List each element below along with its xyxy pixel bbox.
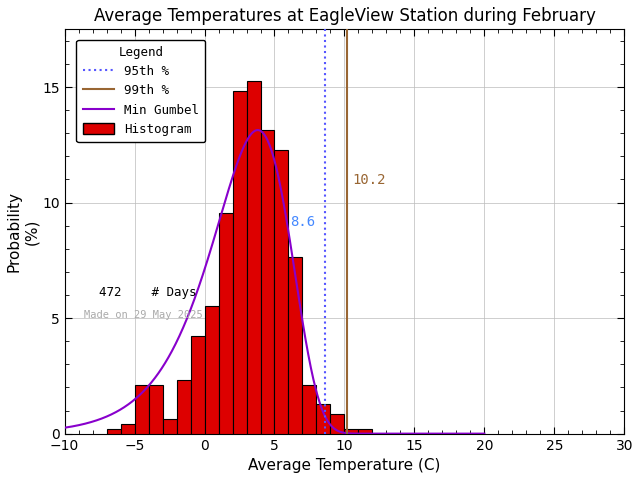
Bar (289, 257, 303, 433)
Text: 472    # Days: 472 # Days (84, 286, 196, 299)
Bar (191, 336, 205, 433)
Legend: 95th %, 99th %, Min Gumbel, Histogram: 95th %, 99th %, Min Gumbel, Histogram (76, 39, 205, 142)
Bar (177, 380, 191, 433)
Bar (120, 424, 134, 433)
Bar (134, 384, 148, 433)
Bar (358, 429, 372, 433)
Bar (232, 91, 246, 433)
Title: Average Temperatures at EagleView Station during February: Average Temperatures at EagleView Statio… (93, 7, 595, 25)
Y-axis label: Probability
(%): Probability (%) (7, 191, 39, 272)
Bar (246, 81, 260, 433)
Bar (316, 404, 330, 433)
Bar (163, 419, 177, 433)
Text: Made on 29 May 2025: Made on 29 May 2025 (84, 310, 203, 320)
Text: 8.6: 8.6 (290, 215, 315, 228)
Bar (218, 214, 232, 433)
Bar (260, 130, 275, 433)
Bar (107, 429, 120, 433)
Text: 10.2: 10.2 (352, 173, 386, 187)
X-axis label: Average Temperature (C): Average Temperature (C) (248, 458, 441, 473)
Bar (344, 429, 358, 433)
Bar (205, 306, 218, 433)
Bar (330, 414, 344, 433)
Bar (303, 384, 316, 433)
Bar (148, 384, 163, 433)
Bar (275, 150, 289, 433)
